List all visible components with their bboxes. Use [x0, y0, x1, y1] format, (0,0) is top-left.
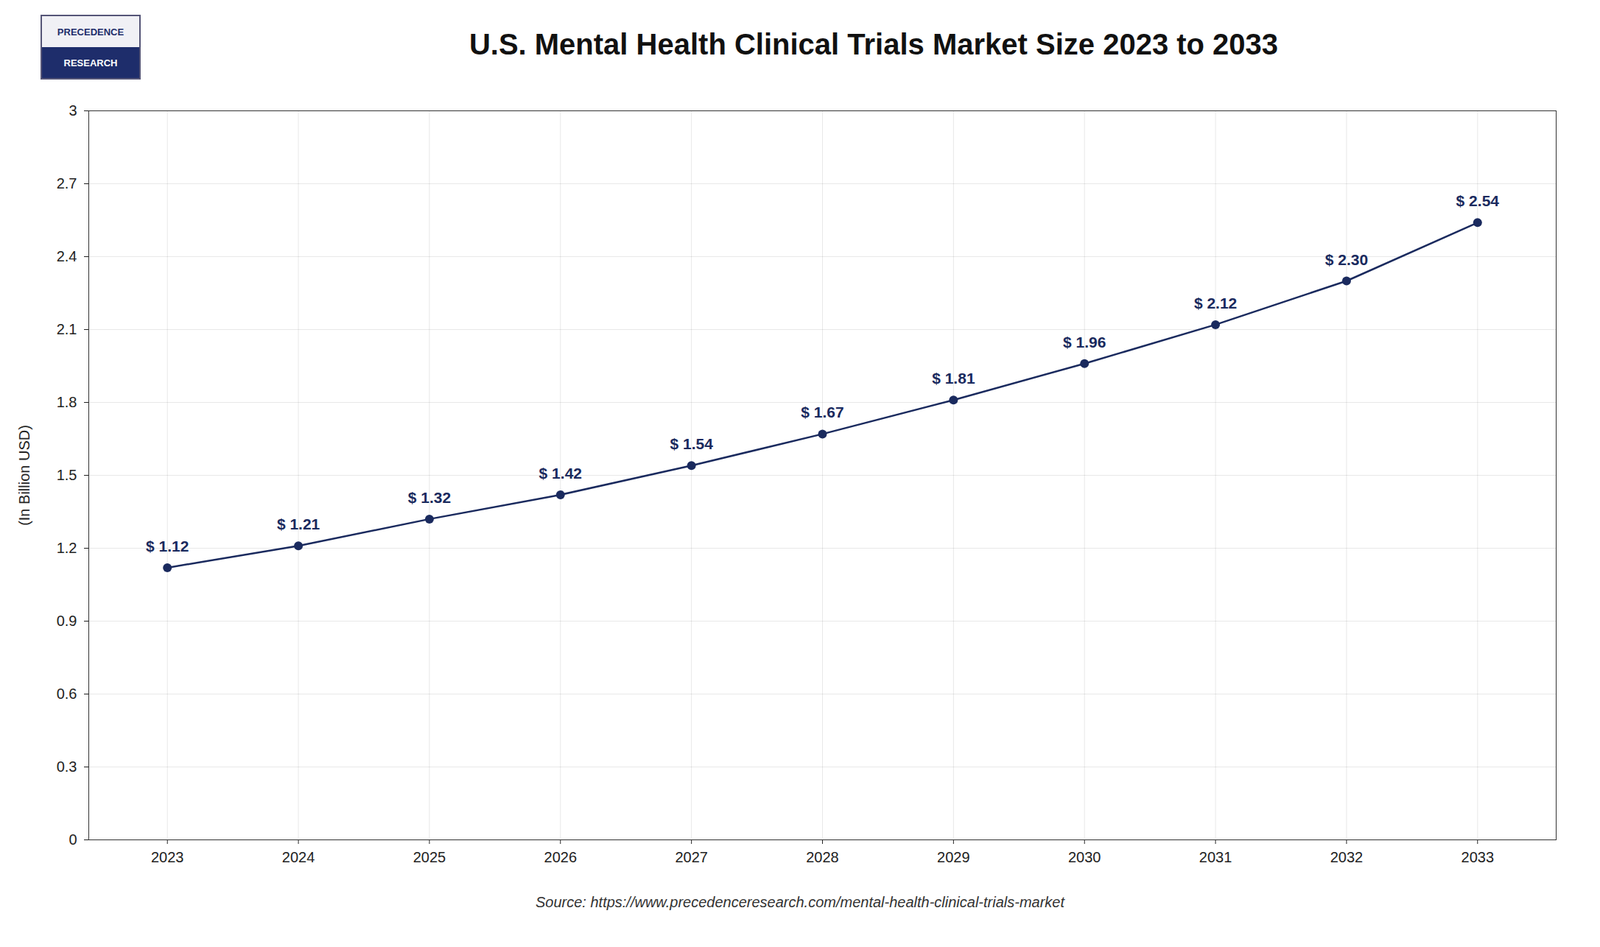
- html-text:Source: https://www.precedence: Source: https://www.precedenceresearch.c…: [535, 894, 1065, 911]
- svg-text:2.7: 2.7: [56, 175, 78, 192]
- svg-text:1.5: 1.5: [56, 467, 78, 484]
- svg-text:$ 1.12: $ 1.12: [145, 537, 189, 555]
- svg-text:0.9: 0.9: [56, 612, 78, 630]
- svg-text:2033: 2033: [1461, 849, 1495, 866]
- svg-text:2023: 2023: [151, 849, 185, 866]
- svg-text:2025: 2025: [413, 849, 447, 866]
- svg-text:2031: 2031: [1199, 849, 1233, 866]
- svg-text:0.3: 0.3: [56, 758, 78, 775]
- svg-text:2026: 2026: [544, 849, 578, 866]
- svg-text:$ 1.81: $ 1.81: [931, 369, 976, 387]
- html-text:RESEARCH: RESEARCH: [63, 57, 118, 69]
- svg-text:$ 1.42: $ 1.42: [539, 464, 582, 482]
- svg-text:(In Billion USD): (In Billion USD): [16, 425, 33, 526]
- svg-text:2028: 2028: [805, 849, 840, 866]
- svg-text:2.1: 2.1: [56, 321, 78, 338]
- svg-text:$ 2.12: $ 2.12: [1194, 294, 1237, 312]
- svg-text:0: 0: [68, 831, 77, 848]
- svg-text:2030: 2030: [1068, 849, 1102, 866]
- svg-text:$ 1.54: $ 1.54: [669, 435, 714, 453]
- svg-text:2032: 2032: [1330, 849, 1364, 866]
- svg-text:2029: 2029: [937, 849, 971, 866]
- svg-text:$ 1.21: $ 1.21: [276, 515, 321, 533]
- svg-text:2.4: 2.4: [56, 248, 78, 265]
- svg-text:$ 1.96: $ 1.96: [1062, 333, 1106, 351]
- svg-text:3: 3: [68, 102, 77, 119]
- svg-text:$ 1.32: $ 1.32: [408, 489, 451, 507]
- svg-text:0.6: 0.6: [56, 685, 78, 703]
- svg-text:1.8: 1.8: [56, 394, 78, 411]
- html-text:U.S. Mental Health Clinical Tr: U.S. Mental Health Clinical Trials Marke…: [469, 27, 1279, 61]
- html-text:PRECEDENCE: PRECEDENCE: [57, 26, 124, 38]
- svg-text:2027: 2027: [674, 849, 708, 866]
- svg-text:$ 2.54: $ 2.54: [1456, 192, 1500, 210]
- svg-text:2024: 2024: [282, 849, 316, 866]
- svg-text:1.2: 1.2: [56, 539, 78, 557]
- svg-text:$ 2.30: $ 2.30: [1325, 251, 1368, 269]
- svg-text:$ 1.67: $ 1.67: [800, 403, 844, 421]
